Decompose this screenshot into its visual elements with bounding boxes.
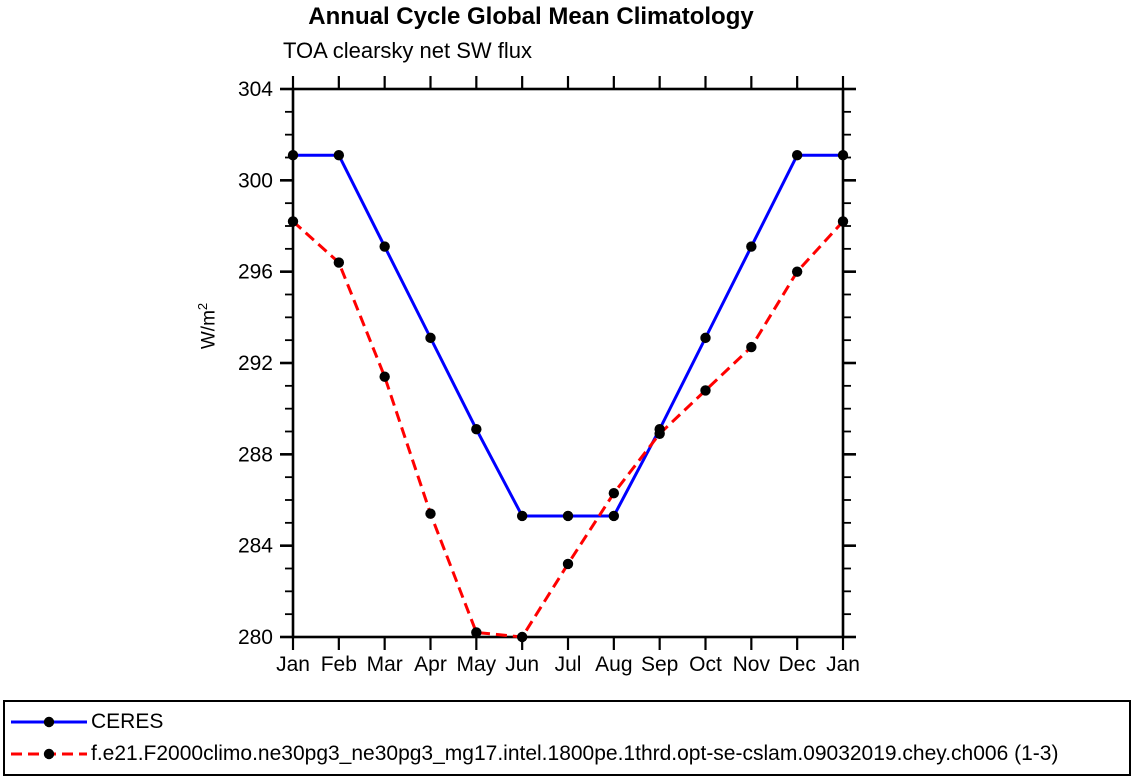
legend-sample-marker [43,716,55,728]
x-axis-tick-label: Jun [505,653,539,676]
x-axis-tick-label: Jan [276,653,310,676]
x-axis-tick-label: Feb [321,653,357,676]
data-point-marker [608,510,620,522]
legend-line-sample-ceres [11,716,87,728]
legend-row-model: f.e21.F2000climo.ne30pg3_ne30pg3_mg17.in… [5,738,1129,770]
x-axis-tick-label: Jul [555,653,582,676]
x-axis-tick-label: Oct [689,653,722,676]
data-point-marker [746,241,757,252]
x-axis-tick-label: Apr [414,653,447,676]
data-point-marker [471,627,482,638]
data-point-marker [379,241,390,252]
x-axis-tick-label: Jan [826,653,860,676]
x-axis-tick-label: Nov [733,653,771,676]
data-point-marker [562,510,574,522]
data-point-marker [837,150,849,161]
x-axis-tick-label: Aug [595,653,632,676]
legend-row-ceres: CERES [5,706,1129,738]
data-point-marker [516,510,528,522]
data-point-marker [791,266,803,277]
data-point-marker [837,216,849,227]
ceres-line [293,153,843,518]
data-point-marker [333,257,345,268]
data-point-marker [425,332,436,344]
y-axis-tick-label: 296 [238,261,273,284]
legend-line-sample-model [11,748,87,760]
data-point-marker [700,332,711,344]
data-point-marker [287,150,299,161]
x-axis-tick-label: May [456,653,496,676]
chart-title: Annual Cycle Global Mean Climatology [308,3,754,30]
y-axis-tick-label: 304 [238,78,273,101]
model-line [291,220,845,639]
data-point-marker [654,428,665,439]
data-point-marker [791,150,803,161]
data-point-marker [379,371,390,382]
data-point-marker [700,385,711,396]
y-axis-tick-label: 280 [238,626,273,649]
y-axis-tick-label: 292 [238,352,273,375]
legend-sample-marker [43,748,55,760]
data-point-marker [333,150,345,161]
legend-label-ceres: CERES [91,710,164,733]
y-axis-tick-label: 288 [238,443,273,466]
legend-box: CERES f.e21.F2000climo.ne30pg3_ne30pg3_m… [3,700,1131,776]
data-point-marker [471,424,482,435]
data-point-marker [562,558,574,570]
data-point-marker [746,341,757,353]
x-axis-tick-label: Sep [641,653,678,676]
y-axis-tick-label: 300 [238,169,273,192]
x-axis-tick-label: Dec [778,653,815,676]
data-point-marker [516,631,528,643]
data-point-marker [287,216,299,227]
data-point-marker [608,487,620,499]
data-point-marker [425,508,436,519]
legend-label-model: f.e21.F2000climo.ne30pg3_ne30pg3_mg17.in… [91,742,1059,765]
plot-frame [291,87,845,639]
x-axis-tick-label: Mar [367,653,403,676]
y-axis-tick-label: 284 [238,535,273,558]
chart-subtitle: TOA clearsky net SW flux [283,38,533,63]
plot-area: 280 284 288 292 296 300 304 Jan Feb Mar Apr May Jun J… [238,76,860,676]
